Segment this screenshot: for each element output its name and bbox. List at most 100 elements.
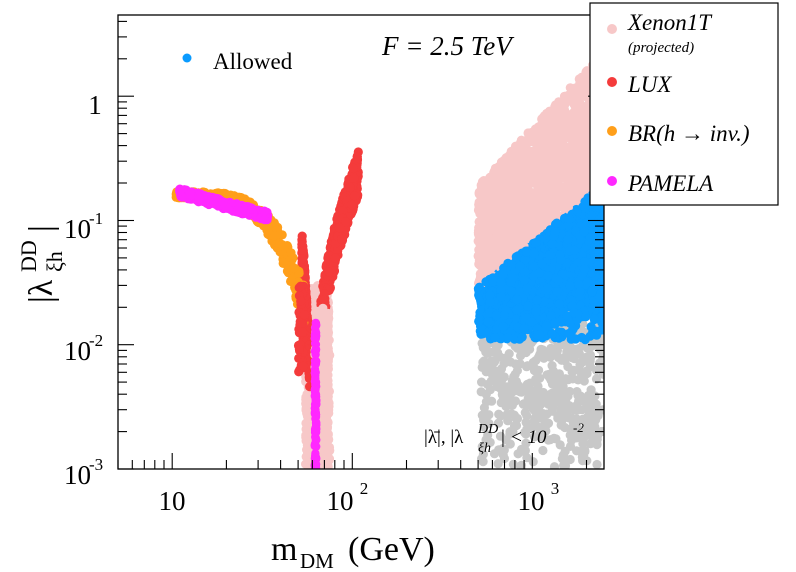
point-xenon1t [474, 232, 484, 242]
point-grey [558, 354, 568, 365]
point-lux [297, 231, 307, 241]
point-xenon1t [553, 123, 563, 133]
point-xenon1t [526, 190, 536, 200]
point-allowed [532, 295, 542, 305]
point-xenon1t [495, 172, 505, 182]
point-allowed [586, 322, 596, 332]
point-allowed [535, 330, 545, 340]
point-grey [487, 396, 497, 406]
point-allowed [595, 292, 604, 302]
point-allowed [512, 305, 522, 315]
point-xenon1t [477, 222, 487, 232]
point-grey [592, 365, 602, 376]
point-xenon1t [556, 140, 566, 150]
point-xenon1t [301, 424, 311, 434]
point-grey [479, 415, 489, 425]
point-grey [588, 409, 598, 419]
point-allowed [550, 227, 560, 237]
point-grey [534, 388, 544, 398]
point-xenon1t [577, 72, 587, 82]
point-xenon1t [577, 147, 587, 157]
point-grey [578, 439, 588, 449]
point-grey [510, 369, 520, 379]
point-allowed [542, 283, 553, 293]
point-grey [477, 454, 487, 464]
point-grey [504, 349, 514, 359]
point-allowed [522, 283, 532, 293]
point-grey [498, 450, 508, 460]
point-grey [538, 445, 548, 456]
point-xenon1t [520, 215, 530, 225]
point-allowed [537, 259, 547, 269]
point-xenon1t [560, 99, 570, 109]
point-allowed [482, 328, 492, 338]
point-grey [553, 413, 563, 423]
point-xenon1t [518, 143, 528, 153]
point-grey [477, 442, 487, 452]
point-allowed [541, 321, 552, 331]
point-grey [591, 399, 601, 409]
point-xenon1t [536, 135, 546, 145]
point-allowed [511, 252, 521, 262]
point-xenon1t [523, 134, 533, 144]
point-xenon1t [556, 114, 566, 124]
point-allowed [491, 310, 501, 320]
point-allowed [496, 277, 506, 287]
point-xenon1t [479, 208, 489, 218]
point-xenon1t [519, 224, 529, 234]
point-grey [539, 395, 549, 405]
point-allowed [552, 287, 562, 297]
point-allowed [565, 318, 575, 328]
point-xenon1t [537, 219, 547, 229]
point-allowed [527, 317, 537, 327]
point-grey [568, 429, 578, 440]
point-grey [549, 462, 560, 469]
point-xenon1t [482, 255, 492, 266]
point-grey [578, 356, 588, 366]
point-grey [530, 376, 540, 386]
point-grey [483, 379, 493, 390]
point-allowed [545, 250, 555, 260]
point-allowed [554, 299, 565, 309]
point-xenon1t [528, 171, 538, 182]
point-allowed [547, 329, 557, 339]
point-grey [577, 373, 588, 383]
point-allowed [569, 245, 580, 256]
point-xenon1t [483, 177, 494, 187]
point-xenon1t [563, 193, 573, 203]
point-grey [512, 413, 523, 424]
point-allowed [519, 275, 530, 285]
point-grey [520, 445, 531, 456]
point-allowed [579, 264, 590, 274]
point-allowed [582, 277, 593, 287]
point-xenon1t [572, 159, 582, 169]
point-allowed [553, 275, 564, 286]
point-grey [572, 414, 582, 425]
point-grey [529, 432, 540, 442]
point-allowed [598, 304, 604, 314]
point-xenon1t [503, 185, 513, 195]
point-xenon1t [489, 222, 499, 232]
point-xenon1t [302, 433, 312, 443]
point-grey [541, 426, 551, 436]
point-grey [510, 420, 521, 431]
point-grey [505, 439, 515, 449]
point-xenon1t [484, 197, 494, 208]
point-grey [573, 405, 583, 415]
point-xenon1t [499, 220, 509, 230]
point-allowed [563, 235, 573, 245]
point-grey [563, 362, 573, 372]
point-xenon1t [538, 196, 548, 206]
point-allowed [577, 332, 587, 343]
point-grey [572, 387, 582, 397]
point-allowed [507, 286, 517, 296]
point-xenon1t [567, 113, 577, 123]
point-grey [555, 397, 565, 408]
point-grey [564, 346, 575, 356]
point-grey [533, 366, 543, 376]
point-allowed [555, 250, 565, 260]
point-xenon1t [539, 207, 549, 217]
point-grey [583, 390, 594, 401]
point-grey [578, 456, 588, 466]
